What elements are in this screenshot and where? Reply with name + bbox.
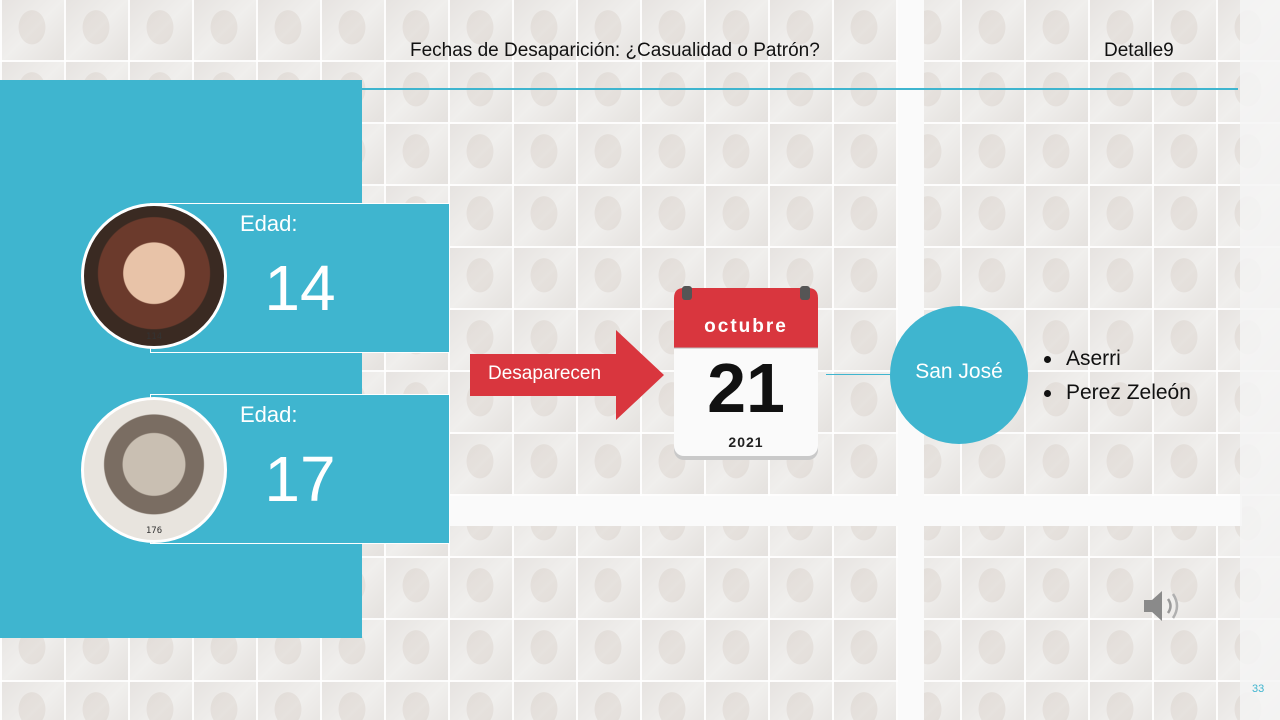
age-value: 17 <box>264 443 336 515</box>
person-photo: 176 <box>81 397 227 543</box>
age-label: Edad: <box>240 402 298 427</box>
places-list: Aserri Perez Zeleón <box>1044 342 1191 410</box>
page-number: 33 <box>1252 683 1265 695</box>
calendar-date: octubre 21 2021 <box>672 286 820 462</box>
calendar-month: octubre <box>704 316 788 337</box>
person-photo: 114 <box>81 203 227 349</box>
list-item: Perez Zeleón <box>1044 376 1191 410</box>
age-value: 14 <box>264 252 336 324</box>
photo-number: 176 <box>145 526 163 536</box>
slide-detail-label: Detalle9 <box>1104 40 1174 61</box>
slide-title: Fechas de Desaparición: ¿Casualidad o Pa… <box>410 40 820 61</box>
city-circle: San José <box>890 306 1028 444</box>
list-item: Aserri <box>1044 342 1191 376</box>
place-name: Perez Zeleón <box>1066 381 1191 404</box>
header-divider <box>362 88 1238 90</box>
bullet-icon <box>1044 390 1051 397</box>
calendar-icon <box>674 286 818 460</box>
connector-line <box>826 374 896 375</box>
city-label: San José <box>915 360 1003 383</box>
age-label: Edad: <box>240 211 298 236</box>
place-name: Aserri <box>1066 347 1121 370</box>
bullet-icon <box>1044 356 1051 363</box>
mosaic-divider <box>362 496 1242 526</box>
left-accent-panel <box>0 80 362 638</box>
mosaic-edge <box>1240 0 1280 720</box>
speaker-icon[interactable] <box>1142 588 1186 624</box>
arrow-label: Desaparecen <box>488 363 602 384</box>
disappear-arrow: Desaparecen <box>470 330 664 420</box>
arrow-right-icon <box>470 330 664 420</box>
calendar-year: 2021 <box>728 434 764 450</box>
calendar-day: 21 <box>707 349 785 427</box>
photo-number: 114 <box>145 332 163 342</box>
